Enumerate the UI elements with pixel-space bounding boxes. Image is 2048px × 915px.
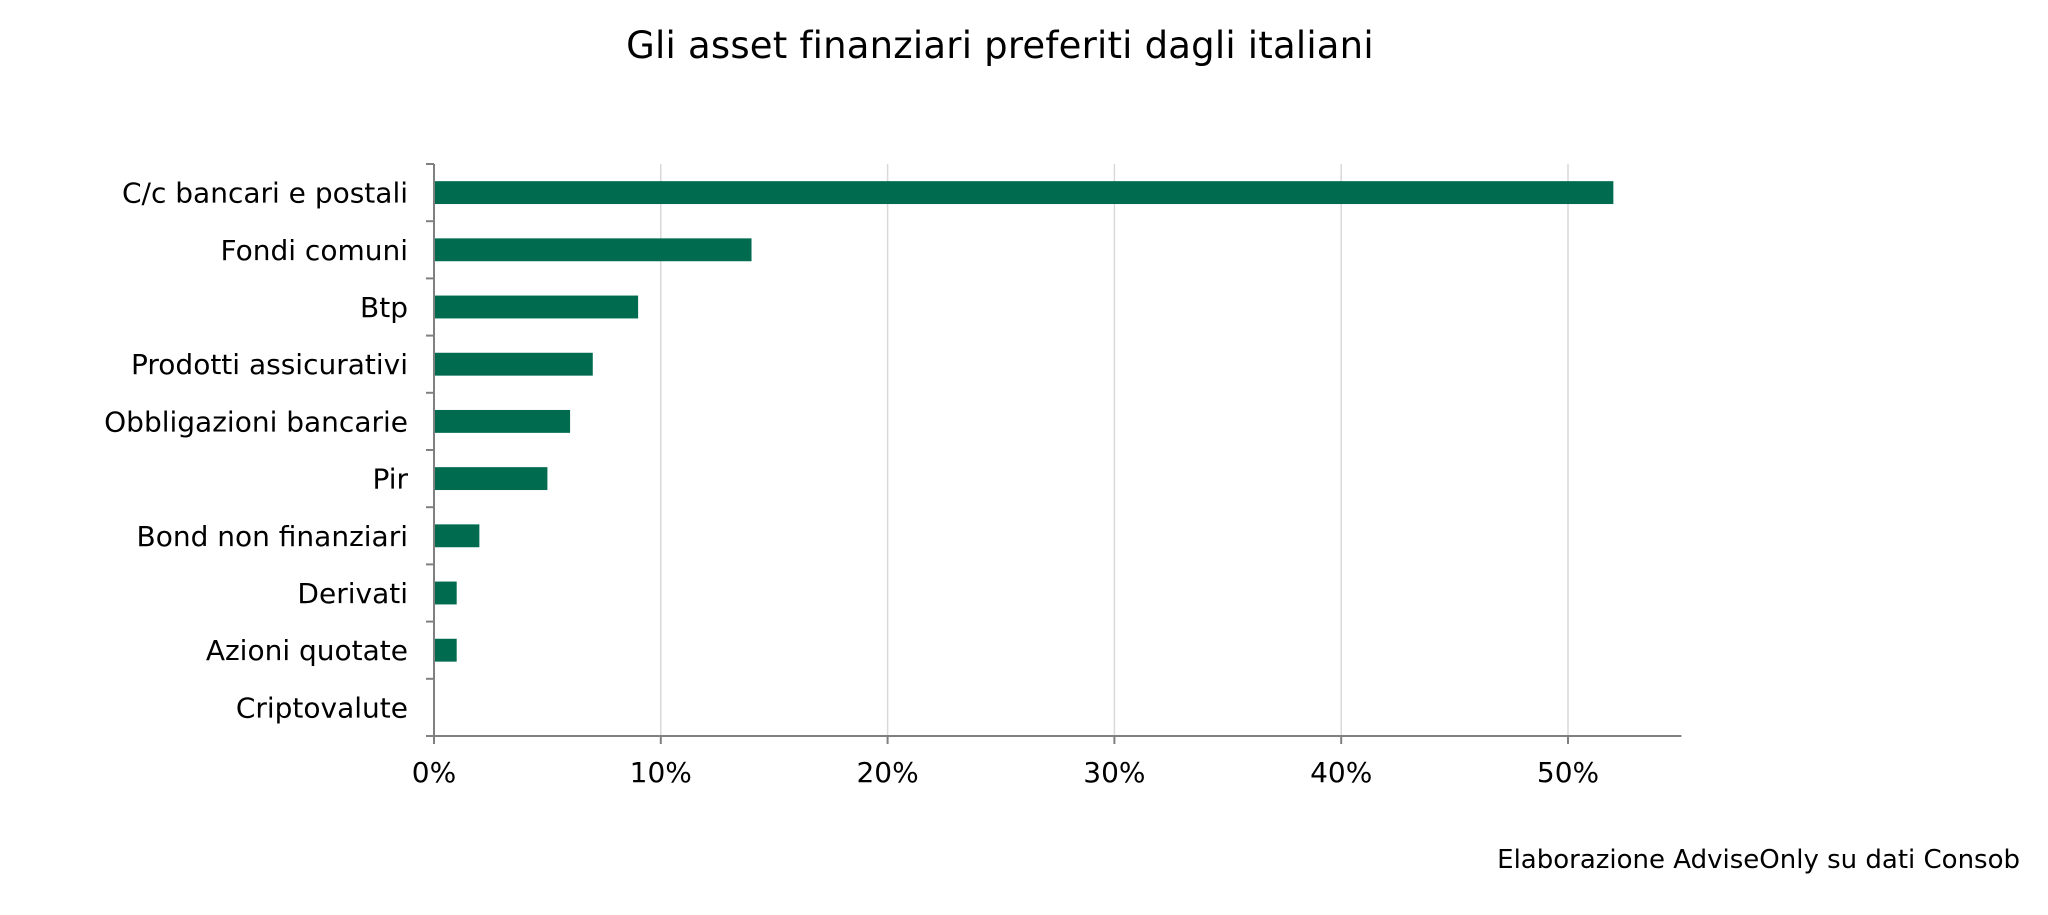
bar-6: [434, 524, 480, 548]
category-label: Pir: [372, 463, 408, 496]
category-label: C/c bancari e postali: [122, 177, 408, 210]
labels: C/c bancari e postali Fondi comuni Btp Prod…: [104, 177, 1599, 789]
bar-7: [434, 581, 457, 605]
category-label: Derivati: [297, 577, 408, 610]
bar-0: [434, 181, 1614, 205]
bar-2: [434, 295, 639, 319]
category-label: Bond non finanziari: [137, 520, 409, 553]
bar-8: [434, 638, 457, 662]
axes: [426, 163, 1682, 744]
bars: [434, 181, 1614, 662]
category-label: Criptovalute: [236, 691, 408, 724]
x-tick-label: 0%: [412, 756, 456, 789]
bar-1: [434, 238, 752, 262]
chart-title: Gli asset finanziari preferiti dagli ita…: [626, 24, 1374, 67]
x-tick-label: 20%: [856, 756, 918, 789]
category-label: Btp: [360, 291, 408, 324]
x-tick-label: 10%: [630, 756, 692, 789]
category-label: Fondi comuni: [220, 234, 408, 267]
bar-5: [434, 467, 548, 491]
gridlines: [660, 164, 1569, 736]
bar-4: [434, 409, 571, 433]
category-label: Obbligazioni bancarie: [104, 405, 408, 438]
category-label: Azioni quotate: [206, 634, 408, 667]
bar-3: [434, 352, 593, 376]
x-tick-label: 50%: [1537, 756, 1599, 789]
source-note: Elaborazione AdviseOnly su dati Consob: [1497, 845, 2020, 875]
x-tick-label: 30%: [1083, 756, 1145, 789]
category-label: Prodotti assicurativi: [131, 348, 408, 381]
x-tick-label: 40%: [1310, 756, 1372, 789]
